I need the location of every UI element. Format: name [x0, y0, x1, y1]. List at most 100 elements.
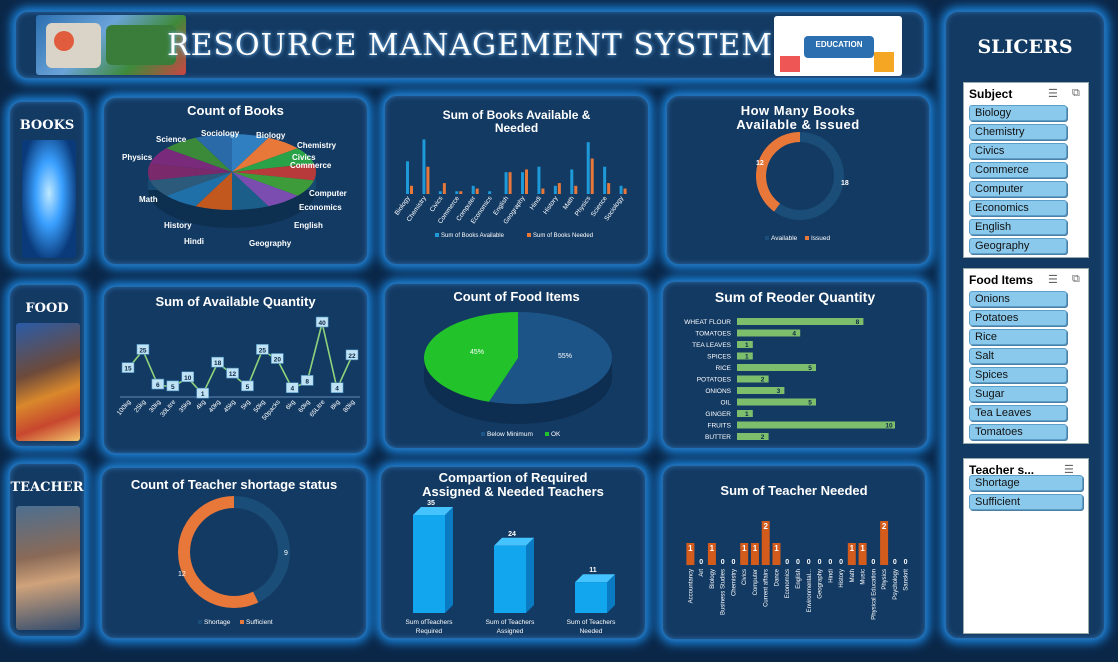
books-needed-bar [557, 183, 561, 194]
multi-select-icon[interactable]: ☰ [1064, 464, 1074, 476]
slicer-item[interactable]: English [969, 219, 1067, 235]
below-minimum-percent: 55% [558, 353, 572, 360]
teacher-needed-value: 0 [893, 559, 897, 566]
shortage-value: 9 [284, 550, 288, 557]
legend-shortage-swatch [198, 620, 202, 624]
food-available-value: 12 [229, 371, 237, 378]
teacher-status-donut: 9 12 Shortage Sufficient [178, 496, 290, 626]
slicer-item[interactable]: Civics [969, 143, 1067, 159]
books-needed-bar [607, 183, 611, 194]
ok-slice [424, 312, 518, 402]
slicer-item[interactable]: Rice [969, 329, 1067, 345]
teacher-needed-value: 1 [850, 544, 855, 553]
slicer-item[interactable]: Geography [969, 238, 1067, 254]
slicer-item[interactable]: Commerce [969, 162, 1067, 178]
reorder-category-label: TOMATOES [695, 331, 731, 338]
food-available-value: 25 [139, 347, 147, 354]
available-value: 18 [841, 180, 849, 187]
books-pie-label: Physics [122, 153, 153, 162]
teacher-needed-tick: Music [861, 569, 867, 585]
books-side-panel: BOOKS [8, 100, 86, 266]
teacher-compare-category: Sum of Teachers [567, 619, 616, 626]
legend-needed-label: Sum of Books Needed [533, 233, 593, 239]
slicer-item[interactable]: Computer [969, 181, 1067, 197]
books-pie-label: Chemistry [297, 141, 337, 150]
teacher-compare-bar-side [526, 537, 534, 613]
books-pie-label: Math [139, 195, 158, 204]
slicer-item[interactable]: Salt [969, 348, 1067, 364]
books-count-panel: Count of Books Biology Chemistry Civics Com… [102, 96, 369, 266]
teacher-status-panel: Count of Teacher shortage status 9 12 Shor… [100, 466, 368, 640]
food-count-pie: 55% 45% Below Minimum OK [424, 312, 612, 438]
teacher-compare-category: Sum ofTeachers [406, 619, 454, 626]
teacher-needed-tick: Math [850, 569, 856, 582]
reorder-bar [737, 421, 895, 429]
slicer-item[interactable]: Chemistry [969, 124, 1067, 140]
teacher-needed-tick: History [839, 569, 845, 588]
books-available-bar [455, 191, 459, 194]
food-available-value: 22 [348, 353, 356, 360]
food-available-tick: 30Litre [159, 398, 177, 418]
teacher-needed-value: 0 [818, 559, 822, 566]
slicer-item[interactable]: Economics [969, 200, 1067, 216]
teacher-needed-value: 2 [882, 522, 887, 531]
sufficient-value: 12 [178, 571, 186, 578]
teacher-needed-value: 0 [699, 559, 703, 566]
sufficient-segment [178, 496, 259, 608]
teacher-needed-value: 1 [753, 544, 758, 553]
books-pie-label: Sociology [201, 129, 240, 138]
ok-percent: 45% [470, 349, 484, 356]
teacher-needed-bar [858, 543, 867, 565]
teacher-needed-title: Sum of Teacher Needed [720, 483, 868, 498]
multi-select-icon[interactable]: ☰ [1048, 274, 1058, 286]
books-sum-title-1: Sum of Books Available & [442, 108, 591, 122]
slicer-item[interactable]: Potatoes [969, 310, 1067, 326]
teacher-needed-bar [750, 543, 759, 565]
books-available-bar [553, 185, 557, 194]
shortage-segment [234, 496, 290, 603]
slicer-item[interactable]: Onions [969, 291, 1067, 307]
clear-filter-icon[interactable]: ⧉ [1072, 87, 1080, 99]
food-available-value: 8 [305, 378, 309, 385]
reorder-bar [737, 410, 753, 417]
books-pie-slice [232, 172, 298, 207]
books-issued-panel: How Many Books Available & Issued 18 12 Av… [665, 94, 931, 266]
slicer-item[interactable]: Tea Leaves [969, 405, 1067, 421]
teacher-needed-tick: English [796, 569, 802, 589]
books-needed-bar [525, 169, 528, 194]
food-available-tick: 35kg [178, 399, 193, 415]
reorder-category-label: RICE [715, 365, 731, 372]
books-pie-slice [150, 172, 232, 196]
slicers-title: SLICERS [977, 36, 1073, 58]
slicer-item[interactable]: Spices [969, 367, 1067, 383]
clear-filter-icon[interactable]: ⧉ [1072, 273, 1080, 285]
books-pie-slice [150, 148, 232, 172]
food-available-value: 40 [319, 320, 327, 327]
available-segment [774, 132, 844, 220]
teacher-needed-bar [880, 521, 889, 565]
books-available-bar [603, 166, 607, 194]
food-available-value: 1 [201, 391, 205, 398]
teacher-compare-bar-side [445, 507, 453, 613]
slicer-item[interactable]: Biology [969, 105, 1067, 121]
slicer-item[interactable]: Sugar [969, 386, 1067, 402]
food-available-point [181, 371, 195, 383]
reorder-category-label: TEA LEAVES [692, 342, 732, 349]
teacher-needed-value: 0 [785, 559, 789, 566]
legend-available-label: Sum of Books Available [441, 233, 505, 239]
slicer-item[interactable]: Tomatoes [969, 424, 1067, 440]
multi-select-icon[interactable]: ☰ [1048, 88, 1058, 100]
food-available-panel: Sum of Available Quantity 15 100kg 25 25kg 6… [102, 285, 369, 455]
legend-shortage-label: Shortage [204, 619, 231, 626]
reorder-bar [737, 387, 785, 394]
teacher-needed-value: 1 [710, 544, 715, 553]
food-available-point [330, 382, 344, 393]
food-available-tick: 6kg [285, 398, 297, 411]
teacher-compare-bar [413, 515, 445, 613]
slicer-item[interactable]: Sufficient [969, 494, 1083, 510]
slicer-item[interactable]: Shortage [969, 475, 1083, 491]
books-pie-slice [232, 163, 316, 181]
food-available-line [127, 322, 353, 396]
teacher-needed-tick: Art [699, 569, 705, 577]
